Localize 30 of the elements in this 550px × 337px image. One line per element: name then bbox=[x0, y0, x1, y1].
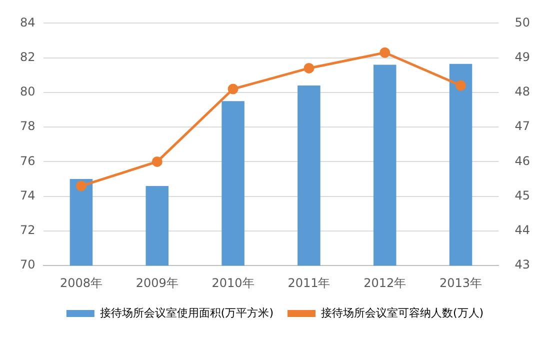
y-tick-label: 76 bbox=[20, 154, 36, 168]
legend-label: 接待场所会议室使用面积(万平方米) bbox=[100, 306, 274, 320]
x-tick-label: 2013年 bbox=[440, 276, 482, 290]
x-tick-label: 2010年 bbox=[212, 276, 254, 290]
y2-tick-label: 44 bbox=[514, 223, 530, 238]
x-tick-label: 2012年 bbox=[364, 276, 406, 290]
y-tick-label: 80 bbox=[20, 84, 36, 99]
y-tick-label: 78 bbox=[20, 119, 36, 134]
legend-label: 接待场所会议室可容纳人数(万人) bbox=[321, 306, 484, 320]
y-tick-label: 72 bbox=[20, 223, 36, 238]
point bbox=[304, 62, 314, 74]
y2-tick-label: 49 bbox=[514, 50, 530, 64]
point bbox=[456, 80, 466, 91]
y2-tick-label: 47 bbox=[514, 119, 530, 134]
y-tick-label: 84 bbox=[20, 15, 36, 30]
point bbox=[380, 47, 390, 58]
y-tick-label: 70 bbox=[20, 258, 36, 272]
x-tick-label: 2011年 bbox=[288, 276, 330, 290]
y2-tick-label: 46 bbox=[514, 154, 530, 168]
point bbox=[76, 180, 86, 192]
point bbox=[152, 156, 162, 167]
y-tick-label: 82 bbox=[20, 50, 36, 64]
x-tick-label: 2008年 bbox=[60, 276, 102, 290]
y2-tick-label: 50 bbox=[514, 15, 530, 30]
y2-tick-label: 43 bbox=[514, 258, 530, 272]
y2-tick-label: 45 bbox=[514, 188, 530, 202]
x-tick-label: 2009年 bbox=[136, 276, 178, 290]
y-tick-label: 74 bbox=[20, 188, 36, 202]
y2-tick-label: 48 bbox=[514, 84, 530, 99]
point bbox=[228, 84, 238, 94]
